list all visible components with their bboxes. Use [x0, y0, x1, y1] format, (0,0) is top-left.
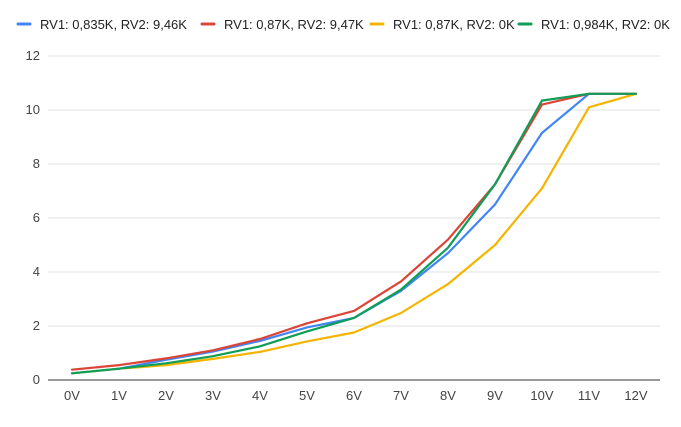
x-tick-label: 5V — [299, 388, 315, 403]
x-tick-label: 7V — [393, 388, 409, 403]
x-tick-label: 9V — [487, 388, 503, 403]
series-line-2 — [70, 92, 638, 371]
x-tick-label: 6V — [346, 388, 362, 403]
y-tick-label: 0 — [33, 372, 40, 387]
x-tick-label: 10V — [530, 388, 553, 403]
legend-item: RV1: 0,87K, RV2: 0K — [369, 17, 515, 32]
y-tick-label: 6 — [33, 210, 40, 225]
legend-item: RV1: 0,87K, RV2: 9,47K — [200, 17, 364, 32]
legend-label: RV1: 0,984K, RV2: 0K — [541, 17, 670, 32]
x-tick-label: 2V — [158, 388, 174, 403]
x-tick-label: 3V — [205, 388, 221, 403]
series-line-4 — [70, 92, 638, 375]
y-tick-label: 4 — [33, 264, 40, 279]
y-tick-label: 8 — [33, 156, 40, 171]
x-tick-label: 0V — [64, 388, 80, 403]
plot-area — [70, 92, 638, 375]
gridlines — [48, 55, 660, 381]
legend-item: RV1: 0,984K, RV2: 0K — [517, 17, 670, 32]
y-axis: 0 2 4 6 8 10 12 — [26, 48, 40, 387]
x-tick-label: 8V — [440, 388, 456, 403]
y-tick-label: 2 — [33, 318, 40, 333]
y-tick-label: 10 — [26, 102, 40, 117]
legend-label: RV1: 0,87K, RV2: 0K — [393, 17, 515, 32]
x-tick-label: 1V — [111, 388, 127, 403]
y-tick-label: 12 — [26, 48, 40, 63]
x-tick-label: 11V — [578, 388, 600, 403]
x-tick-label: 4V — [252, 388, 268, 403]
legend-label: RV1: 0,835K, RV2: 9,46K — [40, 17, 187, 32]
legend-label: RV1: 0,87K, RV2: 9,47K — [224, 17, 364, 32]
legend: RV1: 0,835K, RV2: 9,46K RV1: 0,87K, RV2: … — [16, 17, 670, 32]
x-tick-label: 12V — [624, 388, 647, 403]
series-line-3 — [70, 92, 638, 375]
legend-item: RV1: 0,835K, RV2: 9,46K — [16, 17, 187, 32]
x-axis: 0V 1V 2V 3V 4V 5V 6V 7V 8V 9V 10V 11V 12V — [64, 388, 648, 403]
